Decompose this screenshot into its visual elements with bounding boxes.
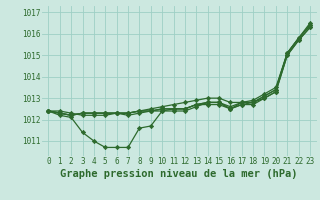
- X-axis label: Graphe pression niveau de la mer (hPa): Graphe pression niveau de la mer (hPa): [60, 169, 298, 179]
